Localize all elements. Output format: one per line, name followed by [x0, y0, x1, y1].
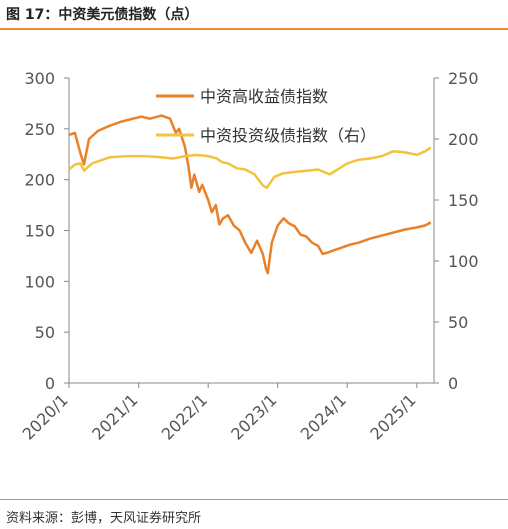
- series-line-1: [68, 114, 432, 275]
- y-right-tick-label: 250: [448, 69, 479, 88]
- dual-axis-line-chart: 0 50 100 150 200 250 300 0 50 100 150 200 250 2020/1 2…: [19, 69, 479, 444]
- y-right-tick-label: 0: [448, 374, 458, 393]
- y-left-tick-label: 50: [35, 323, 55, 342]
- y-left-tick-label: 100: [24, 272, 55, 291]
- y-right-tick-label: 200: [448, 130, 479, 149]
- y-right-tick-label: 50: [448, 313, 468, 332]
- y-left-tick-label: 200: [24, 171, 55, 190]
- y-left-tick-label: 300: [24, 69, 55, 88]
- x-tick-label: 2020/1: [19, 390, 72, 443]
- y-left-tick-label: 250: [24, 120, 55, 139]
- x-tick-label: 2023/1: [227, 390, 280, 443]
- y-left-tick-label: 150: [24, 222, 55, 241]
- y-right-tick-label: 150: [448, 191, 479, 210]
- x-tick-label: 2024/1: [297, 390, 350, 443]
- legend-label-1: 中资高收益债指数: [200, 87, 328, 106]
- series-line-2: [68, 146, 432, 190]
- x-tick-label: 2025/1: [366, 390, 419, 443]
- x-tick-label: 2022/1: [158, 390, 211, 443]
- legend-label-2: 中资投资级债指数（右）: [200, 126, 376, 145]
- y-left-tick-label: 0: [45, 374, 55, 393]
- source-note: 资料来源：彭博，天风证券研究所: [6, 511, 202, 526]
- chart-series: [68, 114, 432, 275]
- x-tick-label: 2021/1: [88, 390, 141, 443]
- top-accent-rule: [0, 28, 508, 30]
- bottom-accent-rule: [0, 499, 508, 500]
- chart-title: 图 17：中资美元债指数（点）: [6, 7, 199, 23]
- y-right-tick-label: 100: [448, 252, 479, 271]
